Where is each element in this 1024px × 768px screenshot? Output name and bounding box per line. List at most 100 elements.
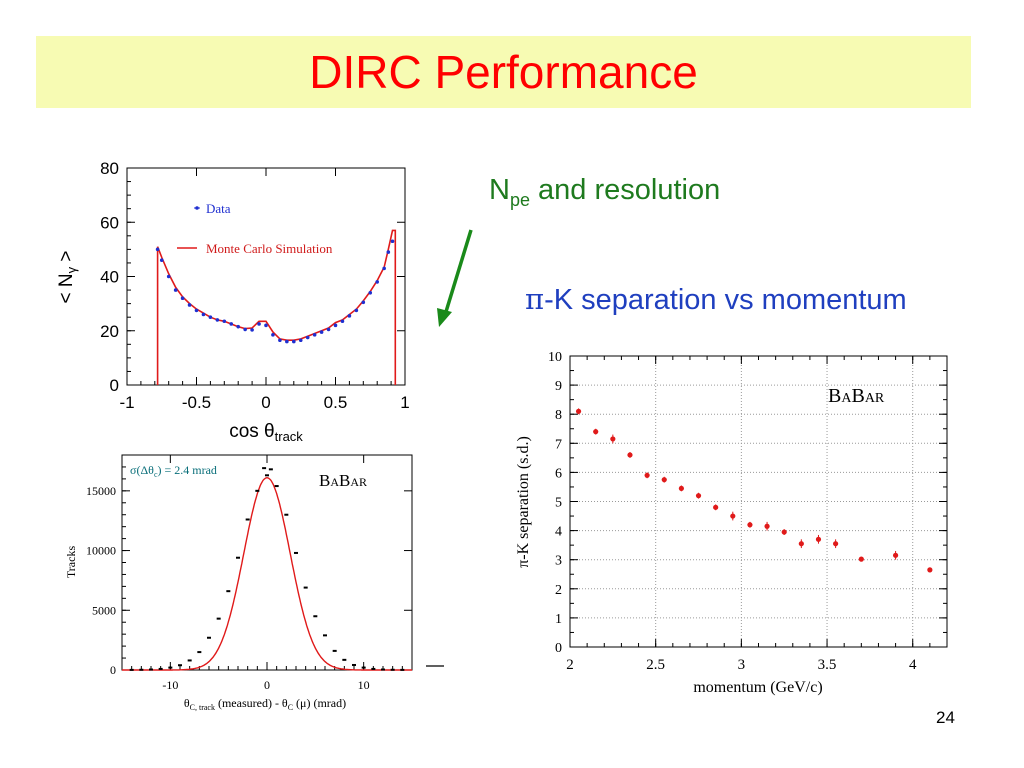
x-tick-label: -0.5 [182, 393, 211, 412]
data-point [274, 485, 279, 488]
data-point [644, 472, 650, 478]
x-axis-label-part: (measured) - θ [215, 696, 288, 710]
y-tick-label: 4 [555, 525, 562, 540]
data-point [798, 541, 804, 547]
plot-frame [569, 355, 948, 648]
data-point [180, 296, 185, 301]
npe-subscript: pe [509, 189, 530, 210]
data-point [386, 250, 391, 254]
data-point [187, 303, 192, 307]
data-point [361, 300, 366, 305]
data-point [347, 314, 352, 318]
data-point [627, 452, 633, 458]
data-point [158, 667, 163, 670]
x-axis-label-subscript: C [288, 703, 293, 712]
data-point [833, 541, 839, 547]
y-axis-label: < Nγ > [56, 251, 79, 304]
separation-heading: π-K separation vs momentum [525, 282, 907, 317]
logo-letter: B [319, 471, 330, 490]
annotation-part: ) = 2.4 mrad [158, 463, 217, 477]
data-point [236, 556, 240, 559]
x-axis-label-main: cos θ [229, 421, 274, 442]
data-point [187, 659, 192, 662]
data-point [730, 513, 736, 519]
x-axis-label-part: (μ) (mrad) [293, 696, 346, 710]
data-point [268, 468, 273, 471]
data-point [194, 308, 199, 313]
annotation-part: σ(Δθ [130, 463, 154, 477]
data-point [298, 338, 303, 343]
x-axis-label: momentum (GeV/c) [693, 679, 822, 696]
data-point [226, 590, 231, 593]
data-point [764, 523, 770, 529]
data-point [271, 333, 275, 337]
x-axis-label-sub: track [275, 429, 304, 444]
y-tick-label: 5000 [92, 603, 116, 617]
y-axis-label-sub: γ [64, 266, 79, 273]
logo-letter: B [851, 385, 864, 407]
data-point [354, 308, 359, 313]
x-tick-label: 0 [264, 678, 270, 692]
y-tick-label: 0 [555, 641, 562, 656]
data-point [678, 485, 684, 492]
data-point [262, 467, 267, 470]
data-point [305, 335, 310, 340]
y-tick-label: 5 [555, 496, 562, 511]
data-point [382, 266, 386, 271]
data-point [292, 339, 296, 344]
y-tick-label: 2 [555, 583, 562, 598]
data-point [319, 330, 324, 334]
x-axis-label-subscript: C, track [190, 703, 215, 712]
y-tick-label: 60 [100, 213, 119, 232]
legend-mc-label: Monte Carlo Simulation [206, 241, 333, 256]
x-tick-label: 2.5 [646, 657, 665, 673]
data-point [129, 668, 134, 671]
x-tick-label: 2 [566, 657, 574, 673]
y-tick-label: 0 [110, 376, 119, 395]
data-point [333, 323, 338, 328]
data-point [284, 513, 289, 516]
legend-data-label: Data [206, 201, 231, 216]
data-point [245, 518, 250, 521]
data-point [593, 429, 599, 435]
logo-letter: A [841, 391, 852, 406]
babar-logo: BABAR [828, 385, 885, 407]
data-point [201, 312, 206, 317]
data-point [264, 323, 268, 328]
data-point [257, 322, 261, 326]
data-point [312, 333, 317, 337]
data-point [139, 668, 144, 671]
data-point [294, 551, 298, 554]
y-axis-label-main: < N [56, 273, 77, 303]
slide-title: DIRC Performance [309, 46, 698, 98]
data-point [361, 666, 366, 669]
logo-letter: B [339, 471, 350, 490]
y-tick-label: 3 [555, 554, 562, 569]
data-point [285, 339, 289, 344]
data-point [400, 668, 405, 671]
y-tick-label: 7 [555, 437, 562, 452]
x-axis-label: θC, track (measured) - θC (μ) (mrad) [184, 696, 346, 712]
data-point [326, 327, 331, 332]
data-point [375, 280, 380, 284]
x-tick-label: 10 [358, 678, 370, 692]
separation-heading-text: -K separation vs momentum [544, 284, 907, 316]
x-axis-label-part: θ [184, 696, 190, 710]
data-point [781, 529, 787, 535]
y-tick-label: 1 [555, 612, 562, 627]
data-point [155, 247, 160, 252]
data-point [303, 586, 308, 589]
x-tick-label: -10 [162, 678, 178, 692]
y-tick-label: 10000 [86, 544, 116, 558]
annotation-subscript: c [154, 470, 158, 479]
data-point [265, 474, 269, 477]
data-point [575, 408, 582, 414]
data-point [236, 324, 240, 329]
title-band: DIRC Performance [36, 36, 971, 108]
y-tick-label: 15000 [86, 484, 116, 498]
y-axis-label-end: > [56, 251, 77, 267]
data-point [390, 239, 395, 244]
y-axis-label: π-K separation (s.d.) [515, 436, 532, 568]
